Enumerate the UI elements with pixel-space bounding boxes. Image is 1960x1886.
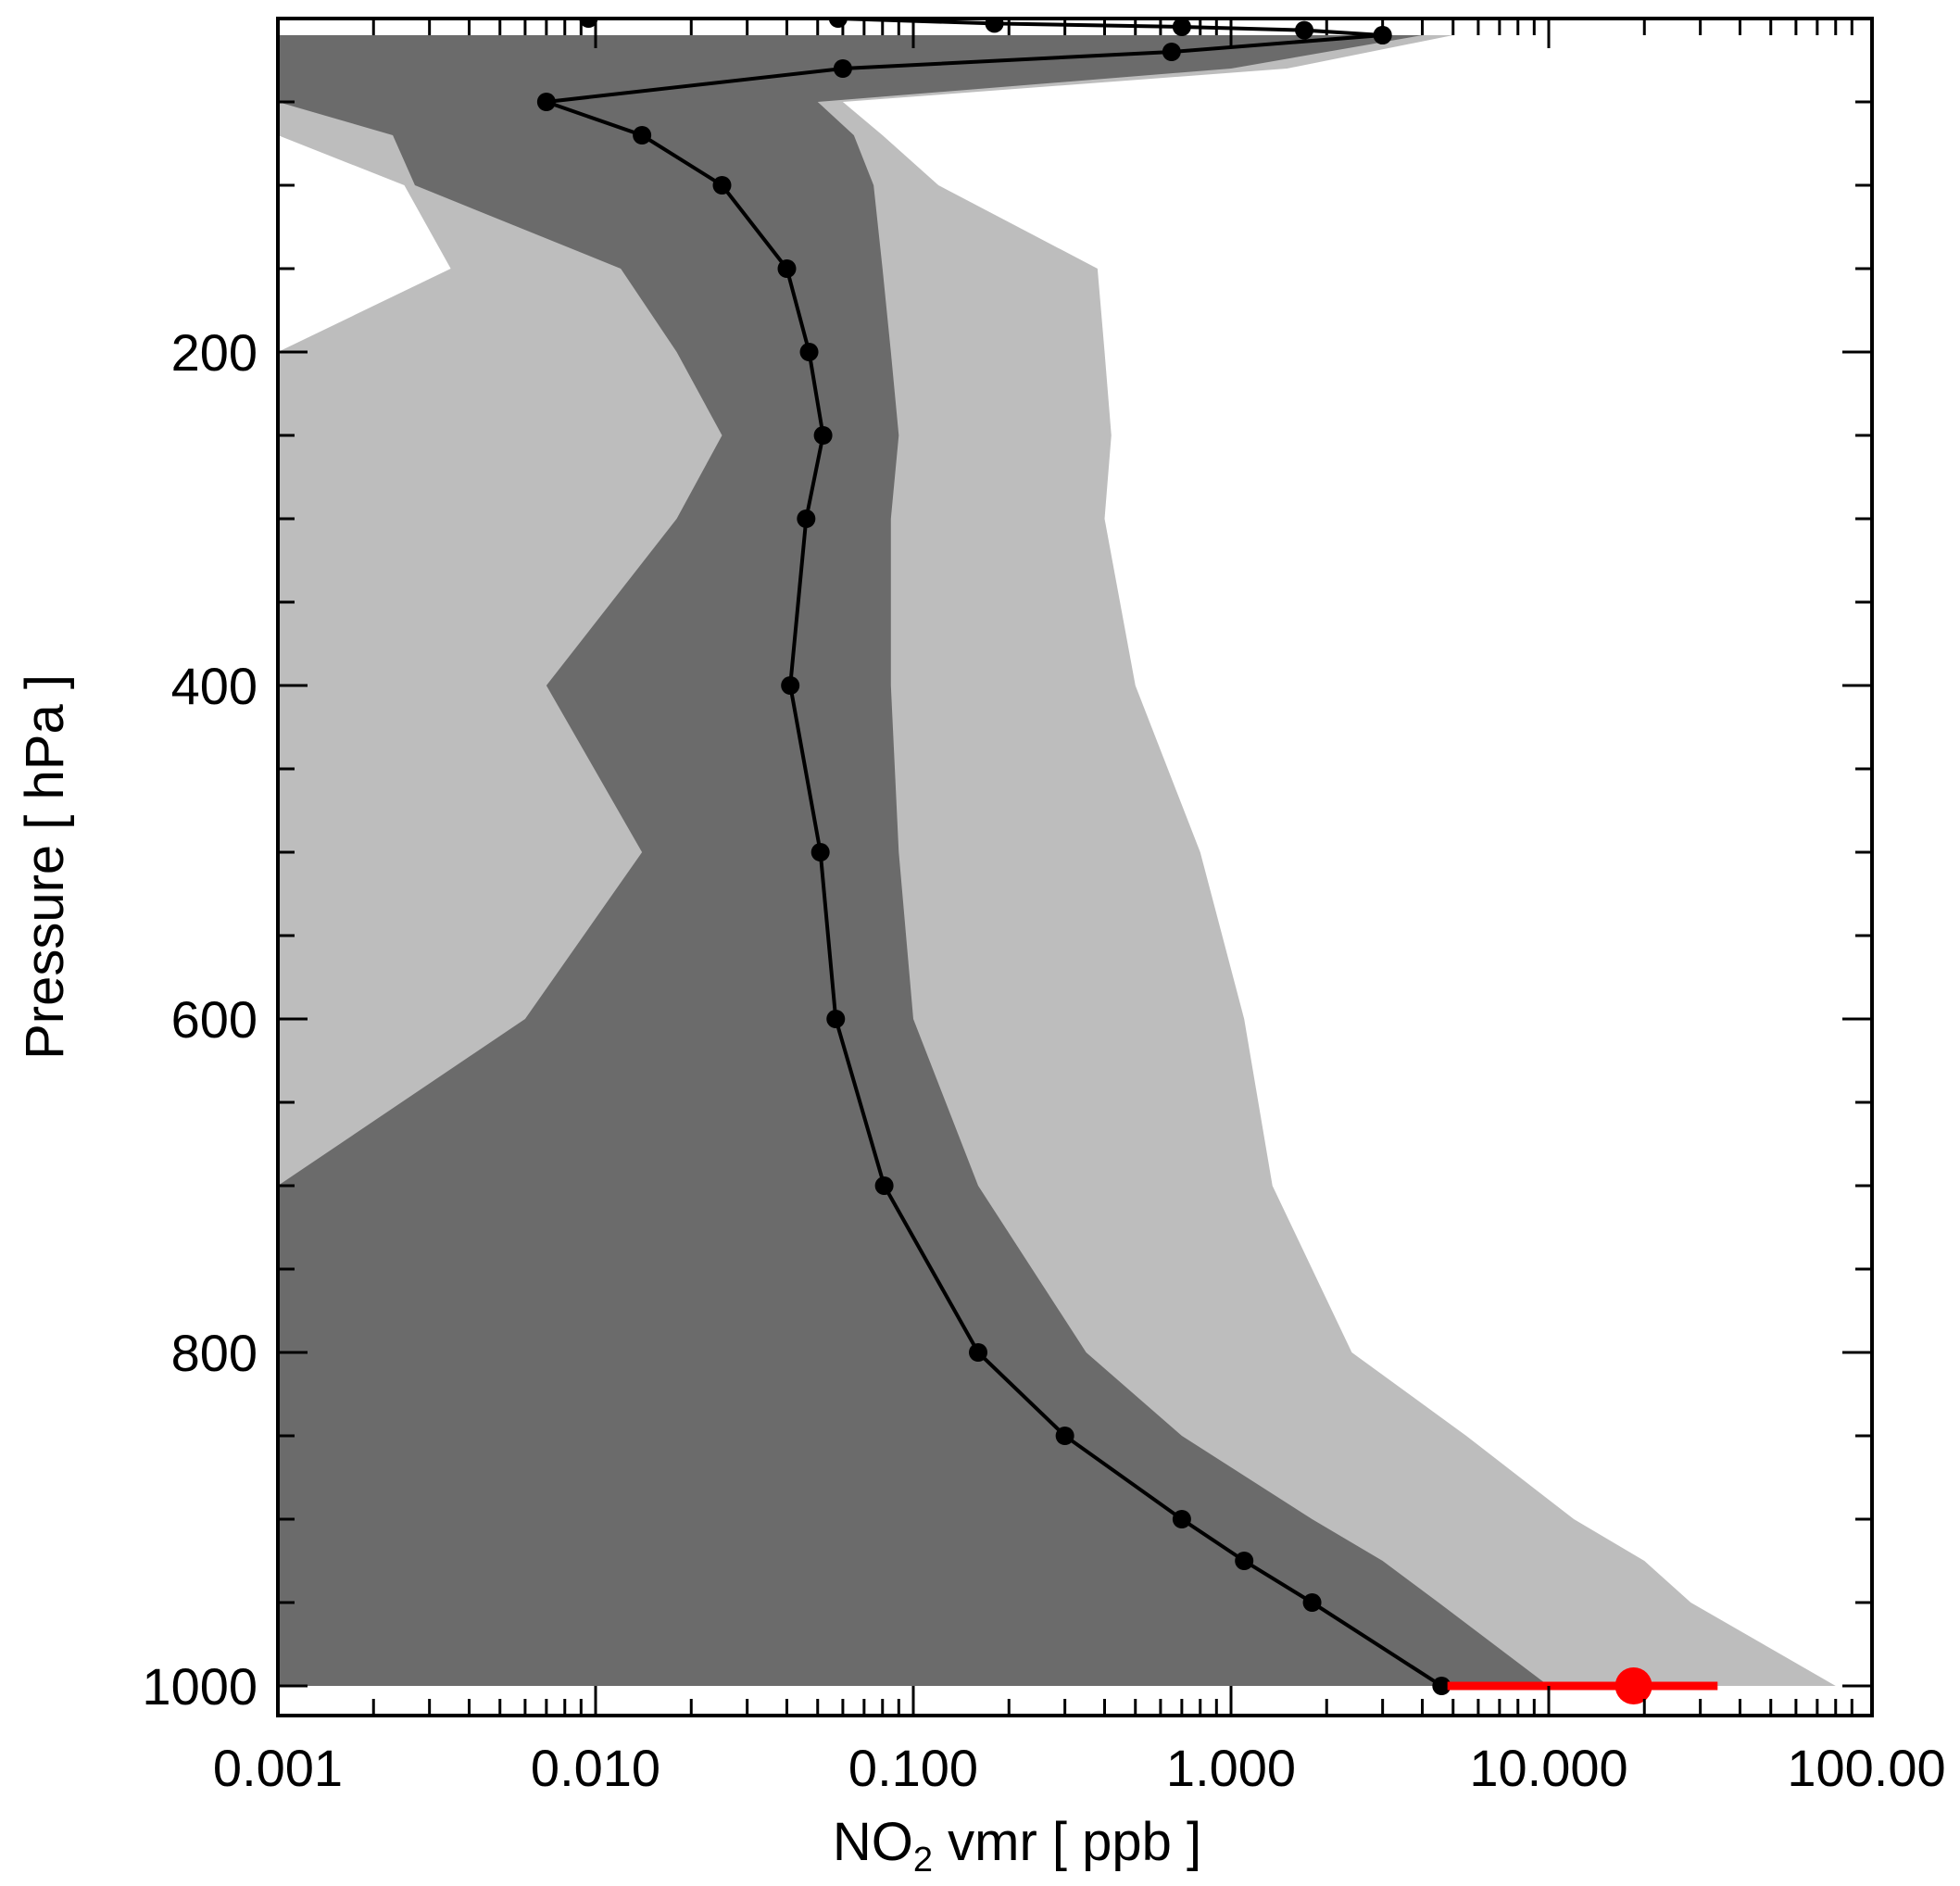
profile-point xyxy=(536,93,556,111)
y-tick-label: 400 xyxy=(171,657,258,715)
inner-range-band xyxy=(278,35,1549,1686)
x-tick-label: 100.00 xyxy=(1787,1739,1945,1797)
profile-point xyxy=(985,19,1004,33)
profile-point xyxy=(1162,43,1181,61)
profile-line xyxy=(546,33,1443,1688)
observation xyxy=(1447,1667,1718,1704)
profile-point xyxy=(712,176,732,195)
x-axis-ticks xyxy=(276,19,1853,1716)
profile-point xyxy=(874,1176,894,1195)
profile-point xyxy=(1235,1552,1254,1570)
y-tick-label: 600 xyxy=(171,990,258,1049)
observation-point xyxy=(1614,1667,1652,1704)
profile-point xyxy=(777,259,797,278)
upper-profile-line xyxy=(588,19,1383,37)
x-tick-label: 0.100 xyxy=(848,1739,978,1797)
x-tick-label: 0.001 xyxy=(213,1739,343,1797)
profile-point xyxy=(1302,1593,1322,1612)
profile-point xyxy=(799,343,819,361)
profile-point xyxy=(969,1343,988,1362)
profile-point xyxy=(1172,1510,1191,1528)
plot-area xyxy=(278,19,1836,1704)
profile-point xyxy=(833,59,852,78)
y-tick-label: 200 xyxy=(171,323,258,382)
profile-point xyxy=(797,509,816,528)
y-tick-label: 800 xyxy=(171,1324,258,1382)
y-axis-ticks xyxy=(278,17,1872,1688)
profile-point xyxy=(781,676,800,695)
x-axis-tick-labels: 0.001 0.010 0.100 1.000 10.000 100.00 xyxy=(213,1739,1946,1797)
profile-point xyxy=(813,426,833,445)
profile-point xyxy=(826,1010,846,1028)
x-tick-label: 10.000 xyxy=(1469,1739,1627,1797)
y-axis-tick-labels: 200 400 600 800 1000 xyxy=(142,323,258,1716)
profile-point xyxy=(1295,20,1314,40)
x-tick-label: 0.010 xyxy=(531,1739,660,1797)
plot-frame xyxy=(276,17,1874,1717)
profile-point xyxy=(1055,1427,1074,1445)
profile-point xyxy=(579,19,598,28)
profile-point xyxy=(810,843,830,861)
y-tick-label: 1000 xyxy=(142,1657,258,1716)
x-axis-title: NO2 vmr [ ppb ] xyxy=(833,1812,1201,1880)
y-axis-title: Pressure [ hPa ] xyxy=(15,674,75,1060)
profile-point xyxy=(633,126,652,145)
profile-point xyxy=(1432,1677,1451,1695)
x-tick-label: 1.000 xyxy=(1166,1739,1296,1797)
